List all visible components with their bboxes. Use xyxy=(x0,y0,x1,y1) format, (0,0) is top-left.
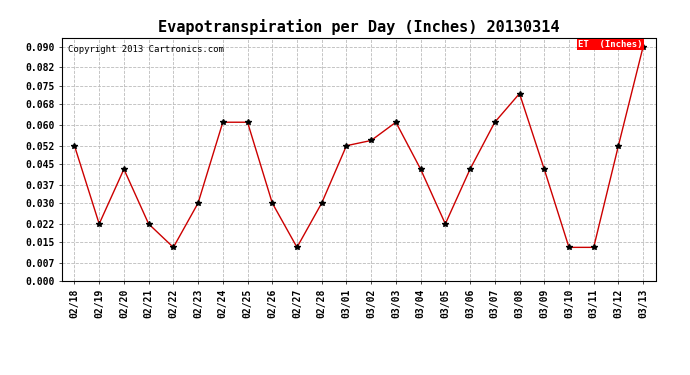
Text: Copyright 2013 Cartronics.com: Copyright 2013 Cartronics.com xyxy=(68,45,224,54)
Text: ET  (Inches): ET (Inches) xyxy=(578,40,643,49)
Title: Evapotranspiration per Day (Inches) 20130314: Evapotranspiration per Day (Inches) 2013… xyxy=(158,19,560,35)
